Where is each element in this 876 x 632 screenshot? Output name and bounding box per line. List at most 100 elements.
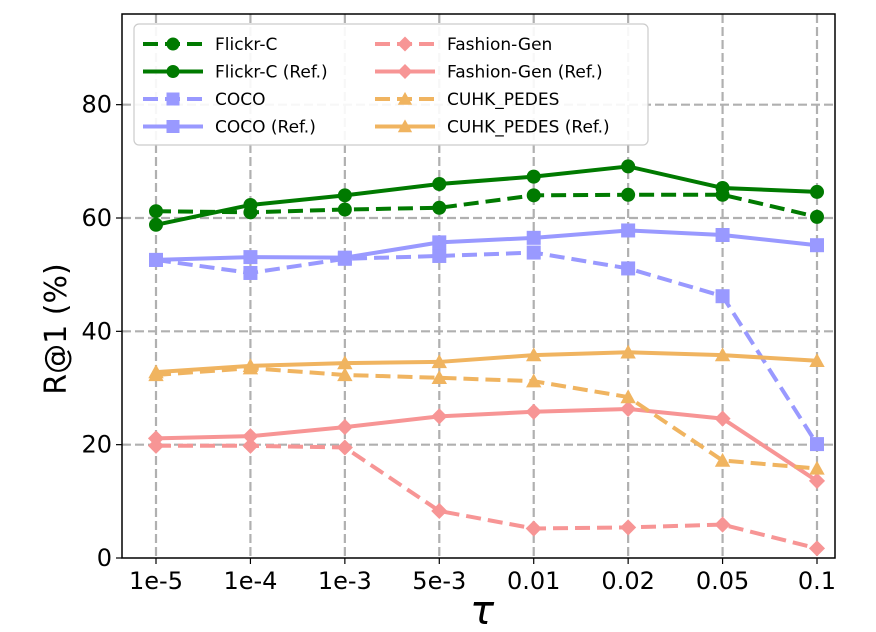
data-point bbox=[336, 439, 353, 456]
data-point bbox=[715, 228, 730, 242]
y-tick-label: 40 bbox=[81, 317, 112, 345]
series-layer bbox=[147, 159, 826, 557]
data-point bbox=[431, 370, 447, 384]
legend-marker bbox=[397, 91, 413, 105]
data-point bbox=[149, 217, 163, 232]
legend-label: COCO (Ref.) bbox=[215, 118, 316, 138]
data-point bbox=[526, 230, 541, 245]
x-tick-label: 5e-3 bbox=[412, 567, 466, 595]
data-point bbox=[149, 204, 163, 219]
data-point bbox=[620, 344, 636, 359]
x-tick-label: 1e-4 bbox=[223, 567, 277, 595]
series-line bbox=[155, 250, 819, 446]
data-point bbox=[243, 265, 258, 280]
data-point bbox=[526, 188, 541, 203]
data-point bbox=[147, 430, 165, 447]
series-5 bbox=[147, 400, 826, 489]
series-line bbox=[156, 443, 818, 551]
data-point bbox=[621, 187, 636, 202]
data-point bbox=[431, 354, 447, 369]
series-line bbox=[155, 366, 818, 471]
y-tick-label: 20 bbox=[81, 431, 112, 459]
data-point bbox=[810, 238, 824, 253]
data-point bbox=[621, 159, 636, 174]
data-point bbox=[714, 347, 731, 362]
data-point bbox=[810, 184, 824, 199]
data-point bbox=[620, 400, 637, 418]
data-point bbox=[337, 202, 352, 217]
data-point bbox=[148, 364, 164, 379]
data-point bbox=[337, 367, 353, 382]
data-point bbox=[810, 437, 824, 452]
legend-label: COCO bbox=[215, 90, 266, 110]
legend: Flickr-C Flickr-C (Ref.) COCO COCO (Ref.) Fa… bbox=[133, 23, 649, 146]
data-point bbox=[620, 519, 637, 536]
legend-item: Fashion-Gen (Ref.) bbox=[375, 63, 603, 83]
data-point bbox=[149, 252, 163, 267]
series-line bbox=[155, 164, 818, 227]
x-tick-label: 0.05 bbox=[696, 567, 749, 595]
y-tick-label: 0 bbox=[97, 544, 112, 572]
legend-item: Flickr-C (Ref.) bbox=[143, 63, 328, 83]
series-line bbox=[155, 350, 818, 375]
x-tick-label: 0.01 bbox=[507, 567, 560, 595]
data-point bbox=[621, 261, 636, 276]
legend-label: CUHK_PEDES (Ref.) bbox=[447, 118, 610, 138]
data-point bbox=[337, 355, 353, 370]
legend-label: Fashion-Gen bbox=[447, 35, 552, 55]
ticks: 1e-5 1e-4 1e-3 5e-3 0.01 0.02 0.05 0.1 0 20 40 60 80 bbox=[81, 91, 836, 595]
legend-marker bbox=[397, 64, 413, 79]
legend-label: Fashion-Gen (Ref.) bbox=[447, 63, 603, 83]
data-point bbox=[809, 460, 825, 475]
data-point bbox=[336, 419, 353, 436]
legend-item: Flickr-C bbox=[143, 35, 277, 55]
data-point bbox=[242, 428, 259, 445]
legend-marker bbox=[166, 37, 180, 51]
data-point bbox=[242, 358, 259, 373]
legend-item: Fashion-Gen bbox=[375, 35, 552, 55]
data-point bbox=[431, 408, 448, 425]
series-3 bbox=[149, 223, 824, 267]
data-point bbox=[714, 516, 731, 533]
data-point bbox=[525, 403, 542, 420]
data-point bbox=[808, 540, 826, 557]
data-point bbox=[714, 452, 731, 467]
data-point bbox=[810, 209, 824, 224]
data-point bbox=[526, 347, 542, 362]
legend-item: COCO (Ref.) bbox=[143, 118, 316, 138]
data-point bbox=[526, 169, 541, 184]
legend-marker bbox=[397, 119, 413, 133]
series-line bbox=[155, 192, 818, 219]
legend-item: CUHK_PEDES (Ref.) bbox=[375, 118, 610, 138]
series-line bbox=[155, 228, 818, 262]
data-point bbox=[809, 353, 825, 367]
legend-label: Flickr-C bbox=[215, 35, 277, 55]
data-point bbox=[337, 250, 352, 265]
data-point bbox=[621, 223, 636, 238]
legend-marker bbox=[166, 92, 180, 106]
data-point bbox=[432, 177, 447, 191]
data-point bbox=[525, 520, 542, 537]
x-tick-label: 0.02 bbox=[601, 567, 654, 595]
x-axis-title: τ bbox=[470, 588, 495, 632]
legend-marker bbox=[166, 120, 180, 133]
series-1 bbox=[149, 159, 824, 232]
data-point bbox=[808, 472, 826, 489]
data-point bbox=[714, 410, 731, 427]
data-point bbox=[431, 502, 448, 520]
data-point bbox=[243, 197, 258, 212]
legend-label: Flickr-C (Ref.) bbox=[215, 63, 328, 83]
x-tick-label: 1e-3 bbox=[318, 567, 372, 595]
x-tick-label: 0.1 bbox=[798, 567, 836, 595]
data-point bbox=[715, 289, 730, 304]
data-point bbox=[432, 235, 447, 250]
series-line bbox=[155, 406, 819, 483]
y-tick-label: 60 bbox=[81, 204, 112, 232]
data-point bbox=[337, 188, 352, 203]
legend-label: CUHK_PEDES bbox=[447, 90, 559, 110]
y-axis-title: R@1 (%) bbox=[39, 263, 74, 394]
data-point bbox=[526, 373, 542, 388]
data-point bbox=[243, 250, 258, 265]
legend-marker bbox=[166, 65, 180, 78]
